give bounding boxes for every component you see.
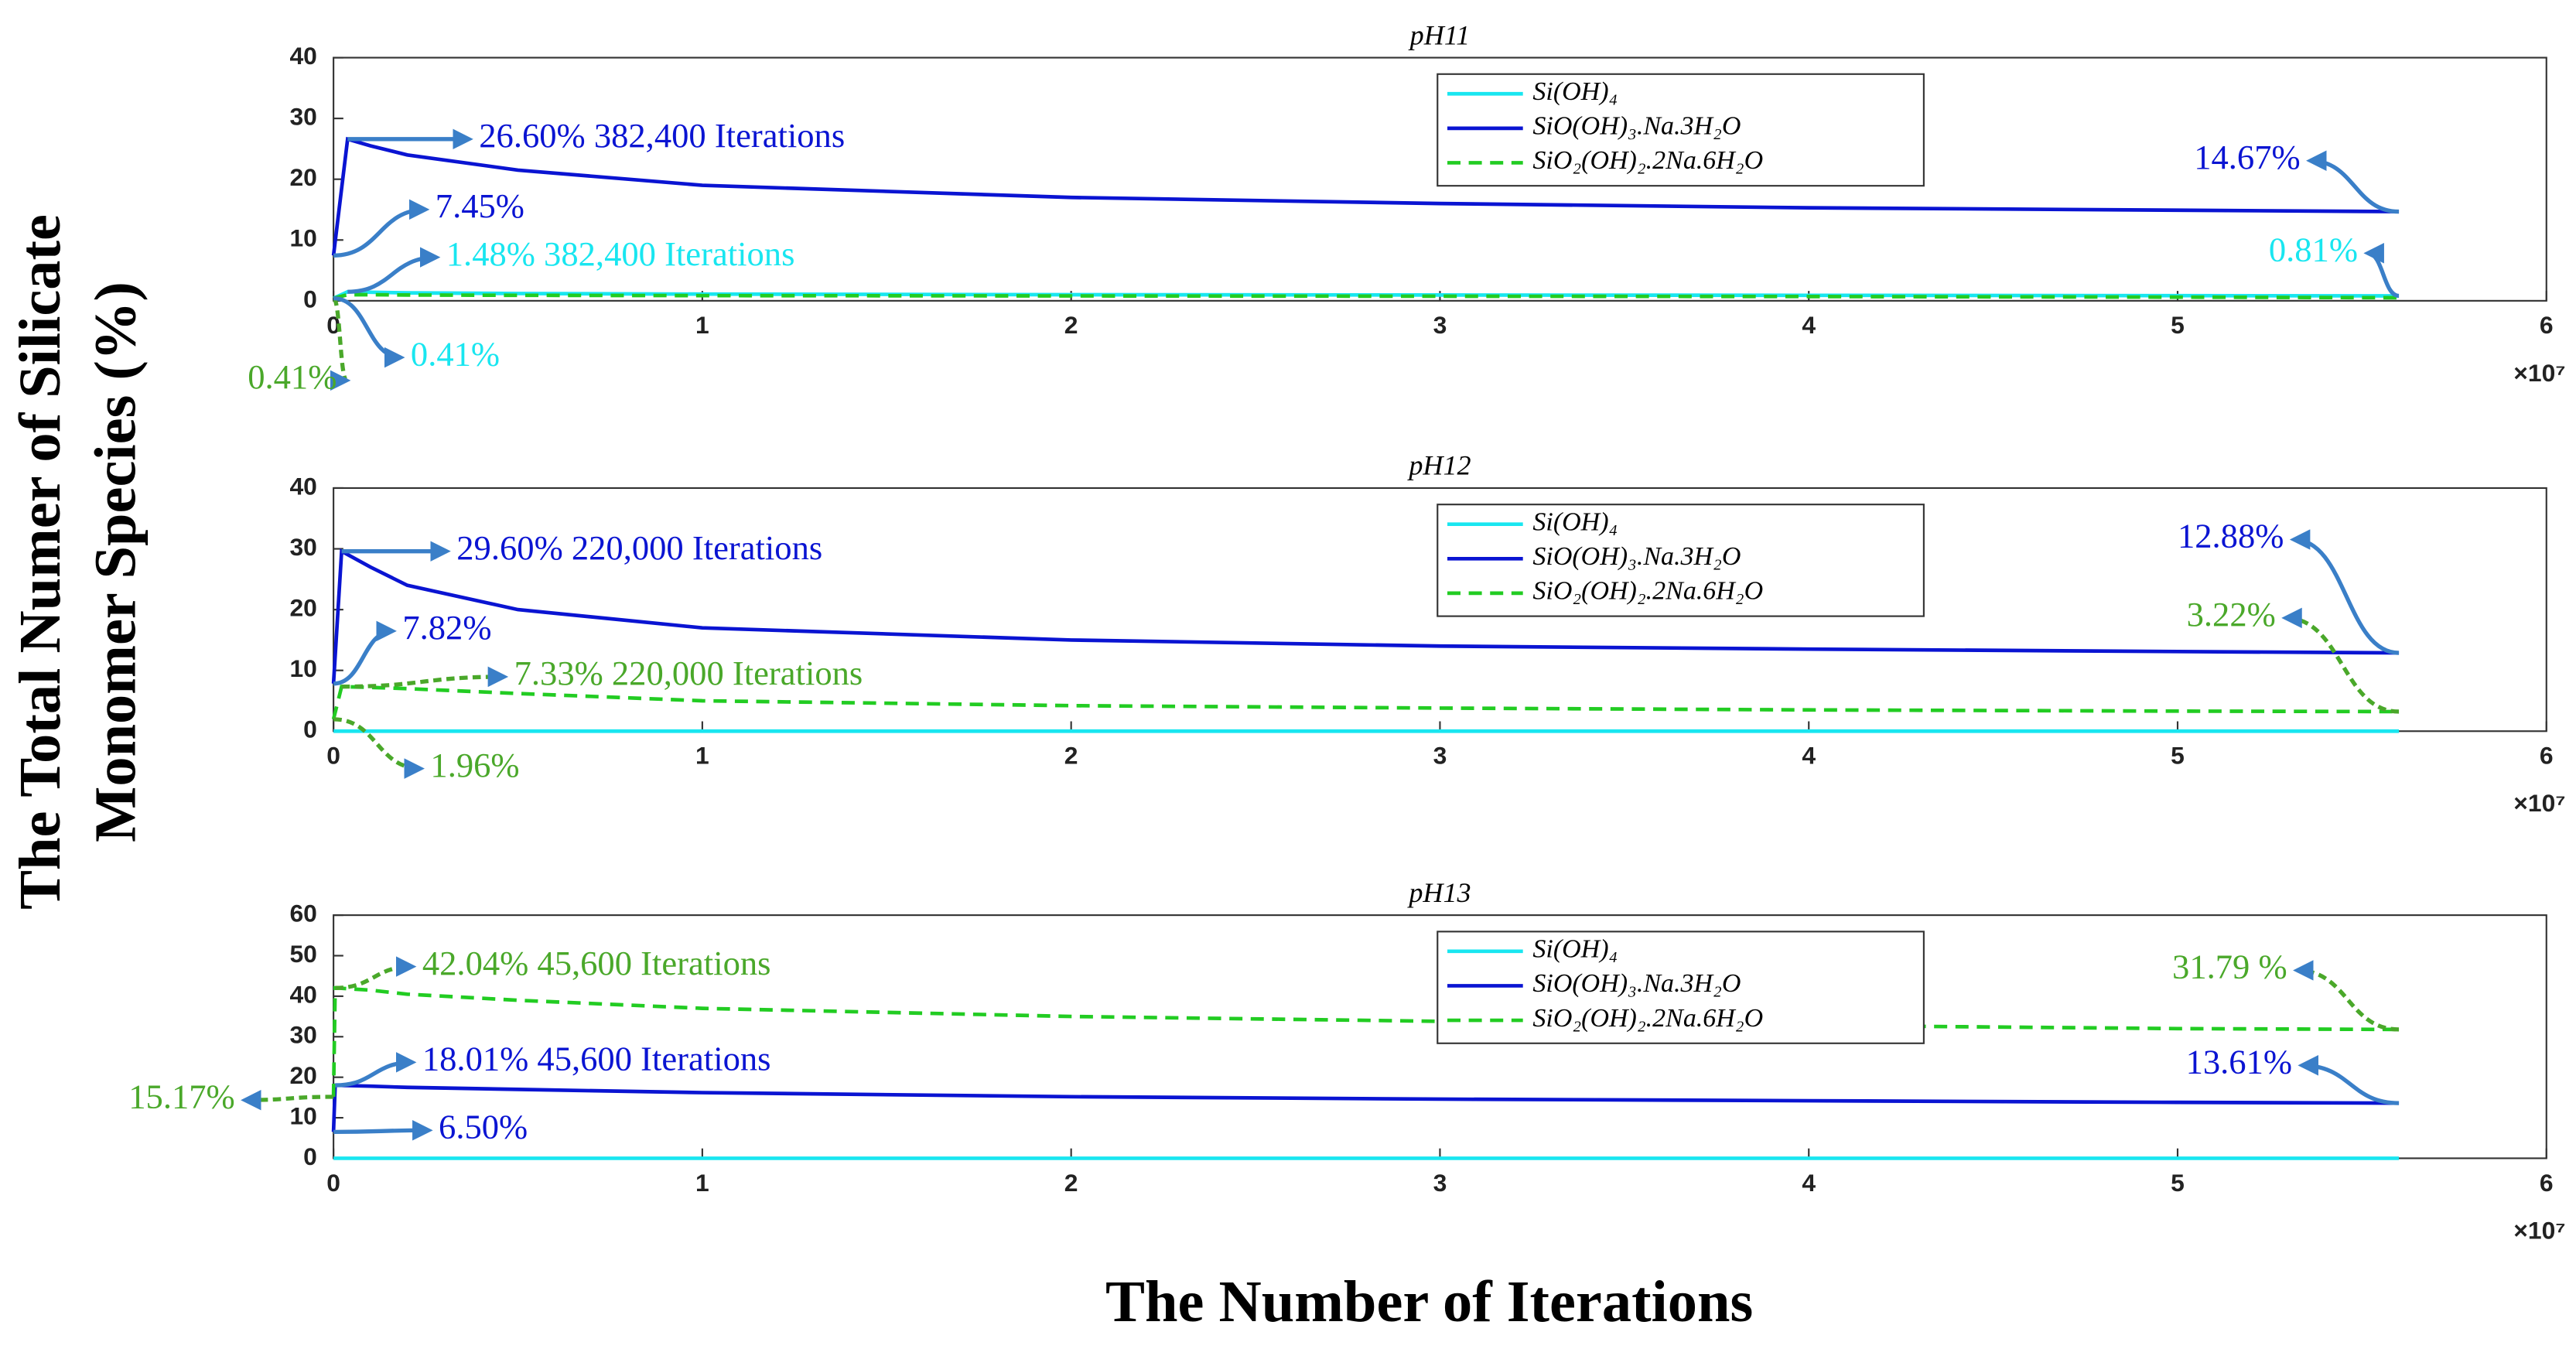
annotation-arrow xyxy=(2306,150,2400,214)
x-tick-label: 0 xyxy=(326,742,340,770)
legend-label: SiO₂(OH)₂.2Na.6H₂O xyxy=(1532,577,1763,606)
legend-label: SiO(OH)₃.Na.3H₂O xyxy=(1532,112,1741,141)
x-tick-label: 2 xyxy=(1064,1169,1078,1197)
annotation-arrow xyxy=(2289,529,2400,655)
y-axis-label: The Total Numer of Silicate xyxy=(7,214,73,910)
x-tick-label: 4 xyxy=(1802,311,1816,339)
annotation: 0.81% xyxy=(2269,231,2358,269)
legend-label: SiO₂(OH)₂.2Na.6H₂O xyxy=(1532,1004,1763,1033)
annotation-arrow xyxy=(241,1089,334,1111)
y-tick-label: 20 xyxy=(289,594,316,622)
y-tick-label: 10 xyxy=(289,1101,316,1129)
x-tick-label: 5 xyxy=(2171,1169,2185,1197)
annotation-arrow xyxy=(333,199,430,258)
annotation-arrow xyxy=(333,620,397,686)
x-multiplier: ×10⁷ xyxy=(2513,789,2565,817)
y-tick-label: 30 xyxy=(289,103,316,131)
annotation-arrow xyxy=(347,247,441,294)
annotation: 7.45% xyxy=(436,186,524,225)
legend-label: SiO(OH)₃.Na.3H₂O xyxy=(1532,969,1741,998)
annotation: 29.60% 220,000 Iterations xyxy=(456,528,822,567)
legend-label: Si(OH)₄ xyxy=(1532,77,1618,106)
annotation-arrow xyxy=(335,1052,417,1088)
annotation: 3.22% xyxy=(2187,595,2276,634)
x-tick-label: 0 xyxy=(326,1169,340,1197)
legend-label: SiO₂(OH)₂.2Na.6H₂O xyxy=(1532,146,1763,175)
series-line xyxy=(331,136,2400,256)
legend-label: Si(OH)₄ xyxy=(1532,935,1618,964)
annotation-arrow xyxy=(333,295,405,368)
x-axis-label: The Number of Iterations xyxy=(1105,1269,1753,1334)
y-tick-label: 40 xyxy=(289,472,316,500)
x-tick-label: 4 xyxy=(1802,742,1816,770)
y-axis-label: Monomer Species (%) xyxy=(83,282,149,842)
legend-label: SiO(OH)₃.Na.3H₂O xyxy=(1532,542,1741,571)
annotation-arrow xyxy=(333,717,425,779)
x-tick-label: 4 xyxy=(1802,1169,1816,1197)
y-tick-label: 0 xyxy=(303,1142,317,1170)
y-tick-label: 0 xyxy=(303,715,317,743)
y-tick-label: 10 xyxy=(289,654,316,682)
y-tick-label: 40 xyxy=(289,980,316,1008)
x-tick-label: 6 xyxy=(2540,1169,2554,1197)
annotation: 26.60% 382,400 Iterations xyxy=(479,116,845,155)
x-tick-label: 1 xyxy=(695,742,709,770)
annotation: 13.61% xyxy=(2186,1043,2292,1081)
annotation: 15.17% xyxy=(128,1077,234,1115)
x-tick-label: 3 xyxy=(1433,742,1447,770)
x-tick-label: 1 xyxy=(695,1169,709,1197)
x-tick-label: 2 xyxy=(1064,311,1078,339)
annotation-arrow xyxy=(330,295,351,391)
legend-label: Si(OH)₄ xyxy=(1532,507,1618,536)
annotation: 7.82% xyxy=(402,608,491,647)
x-tick-label: 6 xyxy=(2540,311,2554,339)
x-multiplier: ×10⁷ xyxy=(2513,359,2565,387)
x-tick-label: 5 xyxy=(2171,311,2185,339)
y-tick-label: 40 xyxy=(289,42,316,70)
series-line xyxy=(331,548,2400,684)
x-tick-label: 1 xyxy=(695,311,709,339)
chart-title: pH11 xyxy=(1408,19,1471,50)
annotation: 14.67% xyxy=(2194,138,2300,176)
chart-title: pH12 xyxy=(1406,450,1471,481)
annotation-arrow xyxy=(341,666,509,689)
y-tick-label: 50 xyxy=(289,940,316,968)
annotation: 7.33% 220,000 Iterations xyxy=(514,654,863,692)
x-multiplier: ×10⁷ xyxy=(2513,1216,2565,1244)
x-tick-label: 3 xyxy=(1433,311,1447,339)
series-line xyxy=(331,1083,2400,1132)
annotation-arrow xyxy=(2298,1055,2400,1105)
annotation: 1.96% xyxy=(430,746,519,784)
annotation: 0.41% xyxy=(411,334,500,373)
y-tick-label: 30 xyxy=(289,1021,316,1049)
x-tick-label: 3 xyxy=(1433,1169,1447,1197)
y-tick-label: 60 xyxy=(289,900,316,927)
y-tick-label: 20 xyxy=(289,163,316,191)
y-tick-label: 0 xyxy=(303,285,317,312)
annotation-arrow xyxy=(2363,243,2400,299)
chart-title: pH13 xyxy=(1406,877,1471,908)
y-tick-label: 10 xyxy=(289,224,316,252)
annotation-arrow xyxy=(2293,960,2400,1032)
annotation: 18.01% 45,600 Iterations xyxy=(422,1040,771,1078)
annotation: 6.50% xyxy=(439,1107,528,1146)
y-tick-label: 30 xyxy=(289,533,316,561)
series-line xyxy=(331,985,2400,1098)
annotation: 1.48% 382,400 Iterations xyxy=(446,234,795,273)
annotation: 12.88% xyxy=(2178,517,2284,555)
annotation-arrow xyxy=(2281,607,2400,714)
series-line xyxy=(333,292,2400,300)
annotation-arrow xyxy=(333,1119,433,1141)
annotation-arrow xyxy=(335,956,417,990)
annotation: 31.79 % xyxy=(2172,948,2287,986)
annotation: 0.41% xyxy=(248,357,337,396)
y-tick-label: 20 xyxy=(289,1061,316,1089)
annotation: 42.04% 45,600 Iterations xyxy=(422,944,771,982)
x-tick-label: 5 xyxy=(2171,742,2185,770)
x-tick-label: 2 xyxy=(1064,742,1078,770)
x-tick-label: 6 xyxy=(2540,742,2554,770)
